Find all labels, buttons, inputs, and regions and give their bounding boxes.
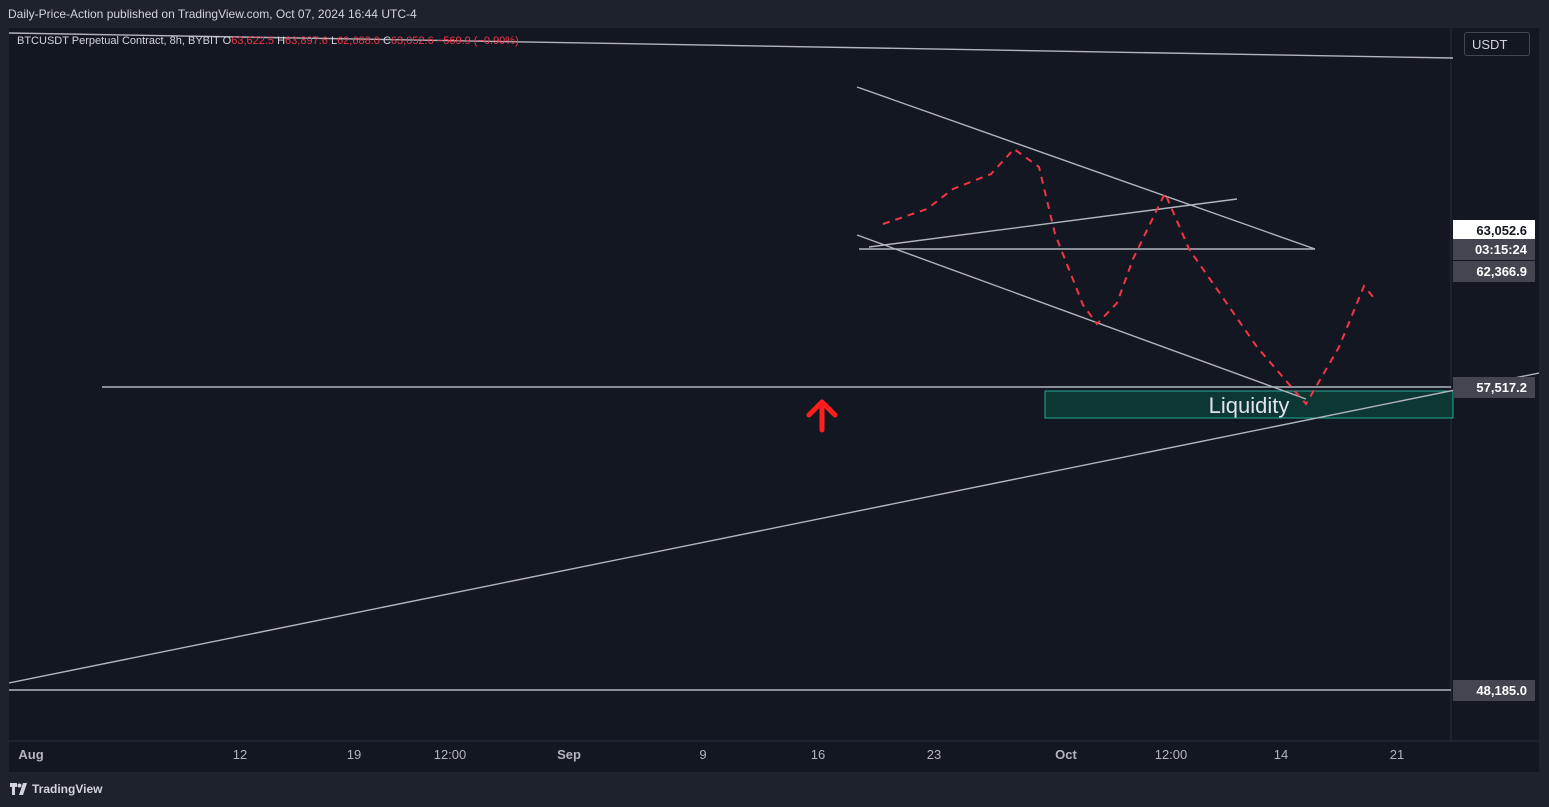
liquidity-label: Liquidity bbox=[1209, 393, 1290, 418]
tradingview-brand: TradingView bbox=[32, 782, 103, 796]
price-label-bg bbox=[1453, 239, 1535, 260]
price-label-bg bbox=[1453, 377, 1535, 398]
chart-panel[interactable]: Liquidity68,000.066,000.064,000.060,000.… bbox=[9, 28, 1539, 772]
y-axis-panel bbox=[1451, 28, 1539, 772]
channel-upper-line bbox=[856, 86, 1316, 250]
upper-descending-trendline bbox=[9, 32, 1454, 59]
price-label: 03:15:24 bbox=[1475, 242, 1528, 257]
legend-symbol[interactable]: BTCUSDT Perpetual Contract, 8h, BYBIT bbox=[17, 35, 220, 47]
legend-open-value: 63,622.5 bbox=[231, 35, 275, 47]
legend-close-value: 63,052.6 bbox=[390, 35, 434, 47]
price-label-bg bbox=[1453, 261, 1535, 282]
price-label-bg bbox=[1453, 220, 1535, 241]
price-label: 62,366.9 bbox=[1476, 264, 1527, 279]
legend-change: −569.9 (−0.90%) bbox=[436, 35, 519, 47]
x-tick-label: 12:00 bbox=[1155, 747, 1188, 762]
projection-path bbox=[882, 147, 1375, 406]
channel-lower-line bbox=[856, 234, 1307, 400]
symbol-legend: BTCUSDT Perpetual Contract, 8h, BYBIT O6… bbox=[17, 35, 519, 47]
long-ascending-trendline bbox=[9, 372, 1539, 684]
x-tick-label: 9 bbox=[699, 747, 706, 762]
currency-selector[interactable]: USDT bbox=[1464, 32, 1530, 56]
legend-low-label: L bbox=[330, 35, 338, 47]
x-tick-label: 12:00 bbox=[434, 747, 467, 762]
x-tick-label: 19 bbox=[347, 747, 361, 762]
candlestick-chart[interactable]: Liquidity68,000.066,000.064,000.060,000.… bbox=[9, 28, 1539, 772]
x-tick-label: 21 bbox=[1390, 747, 1404, 762]
publisher-header: Daily-Price-Action published on TradingV… bbox=[0, 0, 1549, 28]
x-tick-label: Aug bbox=[18, 747, 43, 762]
footer: TradingView bbox=[0, 772, 1549, 807]
legend-high-value: 63,897.6 bbox=[285, 35, 328, 47]
x-tick-label: Oct bbox=[1055, 747, 1077, 762]
x-tick-label: 23 bbox=[927, 747, 941, 762]
legend-open-label: O bbox=[222, 35, 232, 47]
x-tick-label: Sep bbox=[557, 747, 581, 762]
tradingview-logo[interactable]: TradingView bbox=[10, 782, 102, 796]
tradingview-icon bbox=[10, 783, 27, 795]
legend-high-label: H bbox=[277, 35, 286, 47]
legend-close-label: C bbox=[382, 35, 391, 47]
x-tick-label: 16 bbox=[811, 747, 825, 762]
small-rising-line bbox=[868, 198, 1238, 248]
up-arrow-icon bbox=[806, 399, 838, 433]
price-label: 57,517.2 bbox=[1476, 380, 1527, 395]
price-label: 48,185.0 bbox=[1476, 683, 1527, 698]
x-tick-label: 14 bbox=[1274, 747, 1288, 762]
x-tick-label: 12 bbox=[233, 747, 247, 762]
price-label-bg bbox=[1453, 680, 1535, 701]
legend-low-value: 62,688.0 bbox=[337, 35, 380, 47]
price-label: 63,052.6 bbox=[1476, 223, 1527, 238]
